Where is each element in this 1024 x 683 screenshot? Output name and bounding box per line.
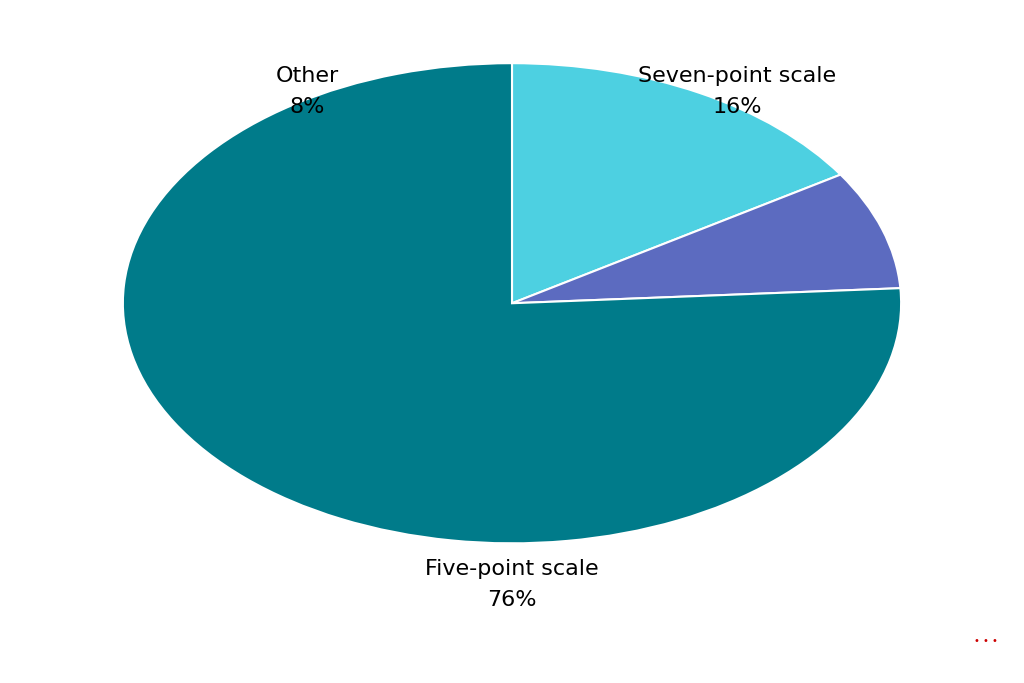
Text: 8%: 8%	[290, 98, 325, 117]
Text: Other: Other	[275, 66, 339, 86]
Text: 16%: 16%	[713, 98, 762, 117]
Wedge shape	[512, 175, 900, 303]
Text: 76%: 76%	[487, 590, 537, 610]
Wedge shape	[512, 64, 841, 303]
Text: • • •: • • •	[974, 636, 997, 646]
Text: Seven-point scale: Seven-point scale	[638, 66, 837, 86]
Text: envisia: envisia	[895, 652, 995, 675]
Wedge shape	[123, 64, 901, 543]
Text: Five-point scale: Five-point scale	[425, 559, 599, 579]
